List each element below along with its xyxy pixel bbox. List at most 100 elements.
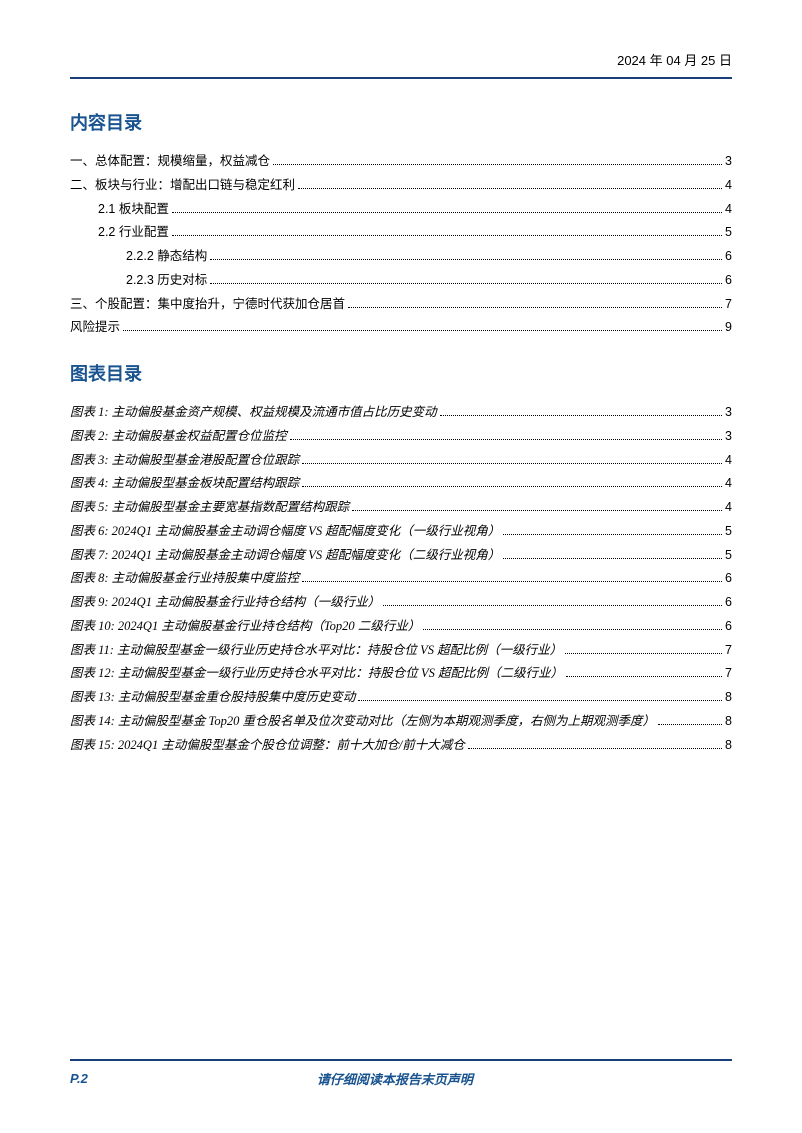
figure-toc-line: 图表 2: 主动偏股基金权益配置仓位监控 3 [70,425,732,449]
toc-page: 6 [725,269,732,293]
toc-page: 6 [725,591,732,615]
header-rule [70,77,732,79]
footer: P.2 请仔细阅读本报告末页声明 [0,1059,802,1088]
toc-dots [423,629,722,630]
toc-dots [566,676,722,677]
toc-page: 4 [725,198,732,222]
figure-toc-line: 图表 15: 2024Q1 主动偏股型基金个股仓位调整：前十大加仓/前十大减仓8 [70,734,732,758]
figure-toc-line: 图表 12: 主动偏股型基金一级行业历史持仓水平对比：持股仓位 VS 超配比例（… [70,662,732,686]
figure-toc-text: 图表 8: 主动偏股基金行业持股集中度监控 [70,567,299,591]
figure-toc-text: 图表 13: 主动偏股型基金重仓股持股集中度历史变动 [70,686,355,710]
figure-toc-text: 图表 3: 主动偏股型基金港股配置仓位跟踪 [70,449,299,473]
toc-page: 3 [725,401,732,425]
toc-page: 6 [725,245,732,269]
toc-dots [352,510,722,511]
figure-toc-text: 图表 2: 主动偏股基金权益配置仓位监控 [70,425,287,449]
toc-dots [503,534,722,535]
content-toc-line: 2.2 行业配置 5 [70,221,732,245]
figure-toc-text: 图表 14: 主动偏股型基金 Top20 重仓股名单及位次变动对比（左侧为本期观… [70,710,655,734]
toc-page: 4 [725,496,732,520]
toc-text: 2.1 板块配置 [98,198,169,222]
toc-page: 5 [725,544,732,568]
toc-dots [210,283,722,284]
figure-toc-line: 图表 13: 主动偏股型基金重仓股持股集中度历史变动 8 [70,686,732,710]
toc-dots [348,307,722,308]
toc-dots [468,748,722,749]
figure-toc-text: 图表 6: 2024Q1 主动偏股基金主动调仓幅度 VS 超配幅度变化（一级行业… [70,520,500,544]
toc-dots [302,463,722,464]
figure-toc-line: 图表 5: 主动偏股型基金主要宽基指数配置结构跟踪 4 [70,496,732,520]
figure-toc-line: 图表 8: 主动偏股基金行业持股集中度监控 6 [70,567,732,591]
figure-toc-line: 图表 1: 主动偏股基金资产规模、权益规模及流通市值占比历史变动 3 [70,401,732,425]
toc-page: 3 [725,425,732,449]
toc-dots [503,558,722,559]
figure-toc: 图表 1: 主动偏股基金资产规模、权益规模及流通市值占比历史变动3图表 2: 主… [70,401,732,757]
toc-dots [565,653,722,654]
figure-toc-line: 图表 7: 2024Q1 主动偏股基金主动调仓幅度 VS 超配幅度变化（二级行业… [70,544,732,568]
figure-toc-line: 图表 9: 2024Q1 主动偏股基金行业持仓结构（一级行业） 6 [70,591,732,615]
figure-toc-line: 图表 4: 主动偏股型基金板块配置结构跟踪 4 [70,472,732,496]
figure-toc-text: 图表 1: 主动偏股基金资产规模、权益规模及流通市值占比历史变动 [70,401,437,425]
toc-page: 4 [725,472,732,496]
toc-page: 6 [725,567,732,591]
figure-toc-line: 图表 3: 主动偏股型基金港股配置仓位跟踪 4 [70,449,732,473]
figure-toc-text: 图表 5: 主动偏股型基金主要宽基指数配置结构跟踪 [70,496,349,520]
content-toc: 一、总体配置：规模缩量，权益减仓3二、板块与行业：增配出口链与稳定红利42.1 … [70,150,732,340]
figure-toc-title: 图表目录 [70,360,732,386]
figure-toc-line: 图表 6: 2024Q1 主动偏股基金主动调仓幅度 VS 超配幅度变化（一级行业… [70,520,732,544]
toc-dots [210,259,722,260]
footer-disclaimer: 请仔细阅读本报告末页声明 [317,1069,473,1088]
toc-page: 8 [725,734,732,758]
toc-page: 5 [725,221,732,245]
toc-page: 8 [725,686,732,710]
toc-page: 7 [725,639,732,663]
toc-page: 7 [725,662,732,686]
toc-dots [358,700,722,701]
toc-dots [273,164,722,165]
toc-page: 4 [725,174,732,198]
toc-dots [290,439,722,440]
toc-dots [302,486,722,487]
figure-toc-text: 图表 4: 主动偏股型基金板块配置结构跟踪 [70,472,299,496]
content-toc-line: 风险提示 9 [70,316,732,340]
toc-text: 二、板块与行业：增配出口链与稳定红利 [70,174,295,198]
figure-toc-text: 图表 10: 2024Q1 主动偏股基金行业持仓结构（Top20 二级行业） [70,615,420,639]
toc-text: 2.2.2 静态结构 [126,245,207,269]
toc-dots [298,188,722,189]
content-toc-line: 三、个股配置：集中度抬升，宁德时代获加仓居首 7 [70,293,732,317]
toc-page: 4 [725,449,732,473]
toc-page: 6 [725,615,732,639]
figure-toc-text: 图表 7: 2024Q1 主动偏股基金主动调仓幅度 VS 超配幅度变化（二级行业… [70,544,500,568]
toc-page: 5 [725,520,732,544]
content-toc-line: 2.2.3 历史对标 6 [70,269,732,293]
figure-toc-text: 图表 12: 主动偏股型基金一级行业历史持仓水平对比：持股仓位 VS 超配比例（… [70,662,563,686]
toc-dots [383,605,722,606]
header-date: 2024 年 04 月 25 日 [70,50,732,69]
content-toc-line: 2.1 板块配置 4 [70,198,732,222]
toc-dots [172,235,722,236]
toc-dots [172,212,722,213]
footer-rule [70,1059,732,1061]
figure-toc-text: 图表 11: 主动偏股型基金一级行业历史持仓水平对比：持股仓位 VS 超配比例（… [70,639,562,663]
toc-text: 风险提示 [70,316,120,340]
footer-row: P.2 请仔细阅读本报告末页声明 [70,1069,732,1088]
toc-dots [440,415,722,416]
figure-toc-line: 图表 10: 2024Q1 主动偏股基金行业持仓结构（Top20 二级行业） 6 [70,615,732,639]
footer-page-label: P.2 [70,1071,88,1086]
toc-page: 7 [725,293,732,317]
toc-text: 2.2.3 历史对标 [126,269,207,293]
toc-dots [302,581,722,582]
content-toc-line: 二、板块与行业：增配出口链与稳定红利 4 [70,174,732,198]
toc-page: 9 [725,316,732,340]
content-toc-title: 内容目录 [70,109,732,135]
content-toc-line: 一、总体配置：规模缩量，权益减仓 3 [70,150,732,174]
figure-toc-line: 图表 11: 主动偏股型基金一级行业历史持仓水平对比：持股仓位 VS 超配比例（… [70,639,732,663]
toc-text: 一、总体配置：规模缩量，权益减仓 [70,150,270,174]
toc-page: 3 [725,150,732,174]
toc-dots [658,724,722,725]
toc-text: 2.2 行业配置 [98,221,169,245]
content-toc-line: 2.2.2 静态结构 6 [70,245,732,269]
toc-page: 8 [725,710,732,734]
figure-toc-text: 图表 9: 2024Q1 主动偏股基金行业持仓结构（一级行业） [70,591,380,615]
toc-text: 三、个股配置：集中度抬升，宁德时代获加仓居首 [70,293,345,317]
